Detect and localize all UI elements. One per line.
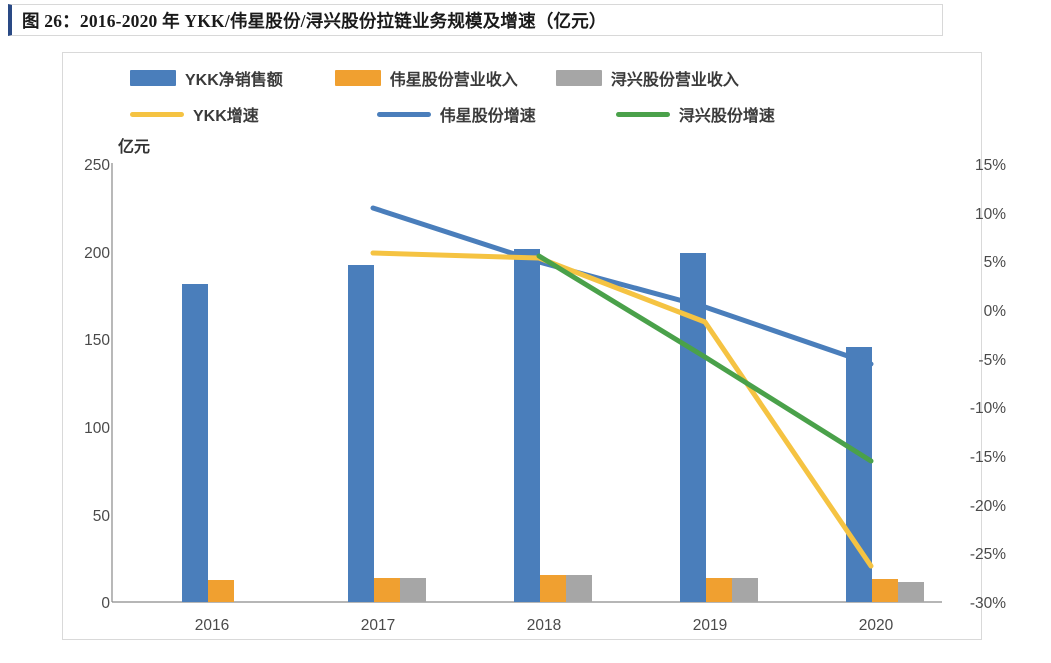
y-axis-unit-label: 亿元 bbox=[118, 139, 151, 156]
legend-item-ykk-growth: YKK增速 bbox=[130, 102, 259, 126]
y2-tick-neg5: -5% bbox=[978, 352, 1006, 369]
legend-label-weixing-growth: 伟星股份增速 bbox=[439, 108, 536, 125]
legend-label-xunxing-growth: 浔兴股份增速 bbox=[678, 108, 775, 125]
legend-label-ykk-sales: YKK净销售额 bbox=[185, 72, 283, 89]
y2-tick-neg10: -10% bbox=[969, 400, 1006, 417]
legend-swatch-line-yellow bbox=[130, 111, 184, 117]
page-title: 图 26：2016-2020 年 YKK/伟星股份/浔兴股份拉链业务规模及增速（… bbox=[22, 10, 607, 31]
y-tick-50: 50 bbox=[92, 508, 110, 525]
y-tick-100: 100 bbox=[84, 420, 110, 437]
legend-row-bars: YKK净销售额 伟星股份营业收入 浔兴股份营业收入 bbox=[130, 60, 960, 96]
legend-label-xunxing-revenue: 浔兴股份营业收入 bbox=[610, 72, 739, 89]
y-tick-150: 150 bbox=[84, 332, 110, 349]
legend-swatch-bar-orange bbox=[334, 70, 381, 86]
y-tick-250: 250 bbox=[84, 157, 110, 174]
x-tick-2020: 2020 bbox=[858, 617, 894, 634]
x-tick-2018: 2018 bbox=[526, 617, 562, 634]
x-tick-2019: 2019 bbox=[692, 617, 728, 634]
legend-row-lines: YKK增速 伟星股份增速 浔兴股份增速 bbox=[130, 96, 960, 132]
legend-item-weixing-growth: 伟星股份增速 bbox=[376, 102, 536, 126]
y2-tick-0: 0% bbox=[983, 303, 1006, 320]
y2-tick-neg25: -25% bbox=[969, 546, 1006, 563]
y2-tick-neg30: -30% bbox=[969, 595, 1006, 612]
legend-item-xunxing-revenue: 浔兴股份营业收入 bbox=[555, 66, 739, 90]
chart-frame bbox=[62, 52, 982, 640]
y-tick-0: 0 bbox=[101, 595, 110, 612]
y2-tick-neg20: -20% bbox=[969, 498, 1006, 515]
legend-swatch-line-blue bbox=[376, 111, 431, 117]
chart-legend: YKK净销售额 伟星股份营业收入 浔兴股份营业收入 YKK增速 伟星股份增速 bbox=[130, 60, 960, 132]
y2-tick-5: 5% bbox=[983, 254, 1006, 271]
figure-title-bar: 图 26：2016-2020 年 YKK/伟星股份/浔兴股份拉链业务规模及增速（… bbox=[8, 4, 943, 36]
x-tick-2016: 2016 bbox=[194, 617, 230, 634]
legend-item-weixing-revenue: 伟星股份营业收入 bbox=[334, 66, 518, 90]
legend-swatch-line-green bbox=[615, 111, 670, 117]
legend-label-ykk-growth: YKK增速 bbox=[193, 108, 259, 125]
y-tick-200: 200 bbox=[84, 245, 110, 262]
x-tick-2017: 2017 bbox=[360, 617, 396, 634]
legend-item-xunxing-growth: 浔兴股份增速 bbox=[615, 102, 775, 126]
y2-tick-15: 15% bbox=[974, 157, 1006, 174]
legend-swatch-bar-gray bbox=[555, 70, 602, 86]
legend-label-weixing-revenue: 伟星股份营业收入 bbox=[389, 72, 518, 89]
y2-tick-neg15: -15% bbox=[969, 449, 1006, 466]
legend-swatch-bar-blue bbox=[130, 70, 176, 86]
legend-item-ykk-sales: YKK净销售额 bbox=[130, 66, 283, 90]
y2-tick-10: 10% bbox=[974, 206, 1006, 223]
